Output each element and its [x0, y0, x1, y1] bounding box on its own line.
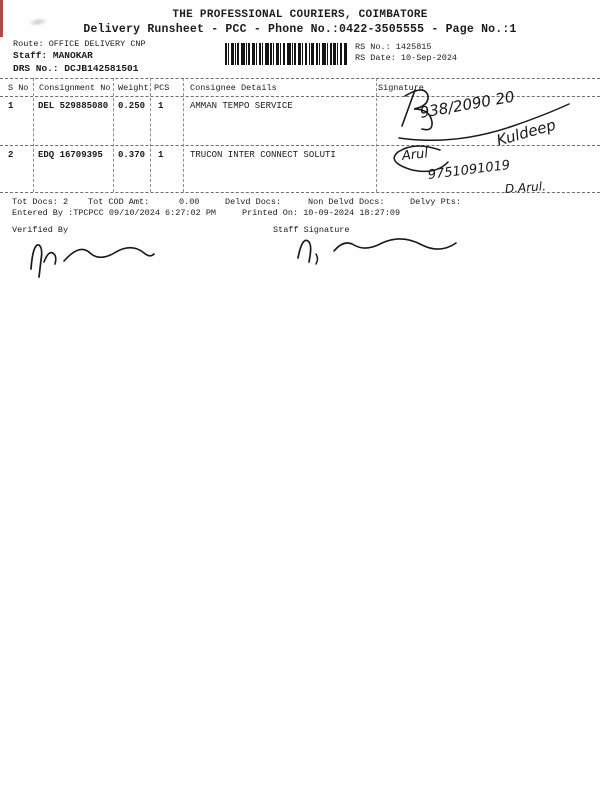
table-bottom-divider	[0, 192, 600, 193]
table-cell-consignment-no: DEL 529885080	[38, 101, 109, 111]
route-line: Route: OFFICE DELIVERY CNP	[13, 39, 146, 49]
table-header-divider	[0, 96, 600, 97]
col-header-pcs: PCS	[154, 83, 170, 93]
barcode-icon	[225, 43, 347, 65]
signature-note: Arul	[401, 146, 429, 164]
table-cell-consignment-no: EDQ 16709395	[38, 150, 103, 160]
column-divider	[150, 78, 151, 192]
signature-flourish	[393, 145, 449, 173]
table-cell-consignee: AMMAN TEMPO SERVICE	[190, 101, 293, 111]
tot-cod-label: Tot COD Amt:	[88, 197, 150, 207]
column-divider	[183, 78, 184, 192]
staff-signature-label: Staff Signature	[273, 225, 350, 235]
signature-name: D.Arul.	[504, 179, 547, 196]
drs-no-line: DRS No.: DCJB142581501	[13, 63, 139, 74]
non-delvd-docs-label: Non Delvd Docs:	[308, 197, 385, 207]
company-name: THE PROFESSIONAL COURIERS, COIMBATORE	[172, 9, 428, 21]
tot-cod-value: 0.00	[179, 197, 200, 207]
runsheet-title: Delivery Runsheet - PCC - Phone No.:0422…	[83, 23, 517, 36]
column-divider	[376, 78, 377, 192]
tot-docs-value: 2	[63, 197, 69, 207]
table-cell-pcs: 1	[158, 101, 164, 111]
column-divider	[33, 78, 34, 192]
column-divider	[113, 78, 114, 192]
scan-edge-red-mark	[0, 0, 3, 37]
verified-by-signature	[30, 244, 155, 278]
table-top-divider	[0, 78, 600, 79]
col-header-s-no: S No	[8, 83, 29, 93]
entered-by-line: Entered By :TPCPCC 09/10/2024 6:27:02 PM	[12, 208, 217, 218]
staff-signature-scrawl	[297, 238, 457, 265]
delvy-pts-label: Delvy Pts:	[410, 197, 462, 207]
col-header-consignee-details: Consignee Details	[190, 83, 277, 93]
delvd-docs-label: Delvd Docs:	[225, 197, 282, 207]
col-header-weight: Weight	[118, 83, 149, 93]
rs-no-line: RS No.: 1425815	[355, 42, 432, 52]
rs-date-line: RS Date: 10-Sep-2024	[355, 53, 458, 63]
col-header-consignment-no: Consignment No	[39, 83, 111, 93]
table-cell-s-no: 1	[8, 101, 14, 111]
verified-by-label: Verified By	[12, 225, 69, 235]
table-cell-consignee: TRUCON INTER CONNECT SOLUTI	[190, 150, 336, 160]
staff-line: Staff: MANOKAR	[13, 50, 93, 61]
signature-flourish	[398, 89, 570, 142]
tot-docs-label: Tot Docs:	[12, 197, 58, 207]
col-header-signature: Signature	[378, 83, 424, 93]
table-cell-weight: 0.370	[118, 150, 146, 160]
table-cell-s-no: 2	[8, 150, 14, 160]
table-cell-pcs: 1	[158, 150, 164, 160]
table-row-divider	[0, 145, 600, 146]
table-cell-weight: 0.250	[118, 101, 146, 111]
printed-on-line: Printed On: 10-09-2024 18:27:09	[242, 208, 401, 218]
